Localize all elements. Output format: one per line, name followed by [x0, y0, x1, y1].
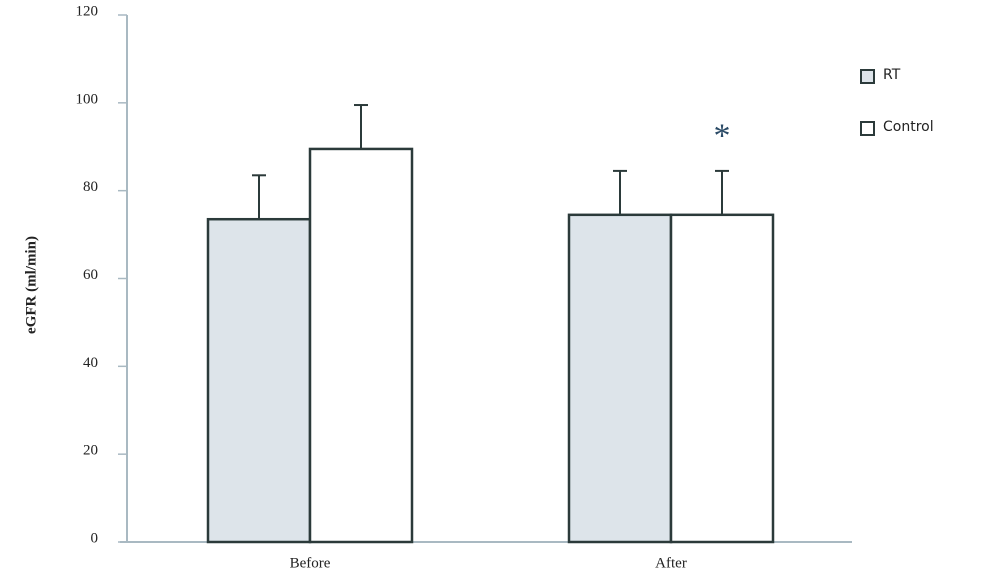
legend-swatch — [860, 69, 875, 84]
x-tick-label: After — [655, 555, 687, 571]
bar — [567, 213, 673, 544]
legend-label: Control — [883, 119, 934, 135]
legend-label: RT — [883, 67, 901, 83]
y-tick-label: 120 — [76, 3, 99, 19]
y-tick-label: 0 — [91, 530, 99, 546]
legend-swatch — [860, 121, 875, 136]
y-tick-label: 60 — [83, 267, 98, 283]
bar — [308, 147, 414, 544]
y-tick-label: 40 — [83, 355, 98, 371]
y-axis-label: eGFR (ml/min) — [23, 236, 39, 334]
bar — [206, 217, 312, 544]
annotation: * — [714, 118, 731, 155]
bar — [669, 213, 775, 544]
y-tick-label: 80 — [83, 179, 98, 195]
x-tick-label: Before — [290, 555, 331, 571]
y-tick-label: 20 — [83, 443, 98, 459]
y-tick-label: 100 — [76, 91, 99, 107]
